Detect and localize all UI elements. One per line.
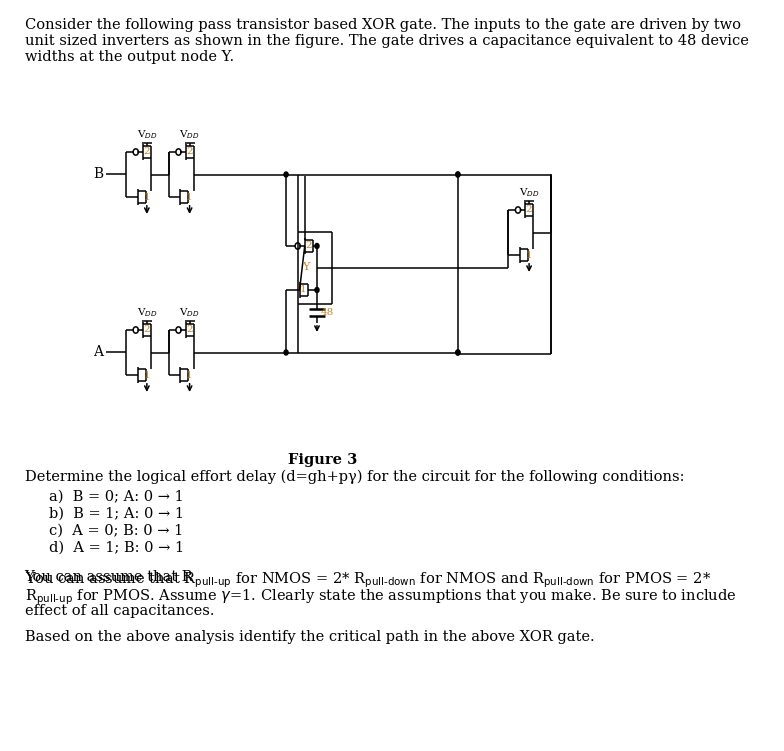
Polygon shape bbox=[284, 172, 289, 177]
Polygon shape bbox=[456, 172, 460, 177]
Text: R$_{\rm pull\text{-}up}$ for PMOS. Assume $\gamma$=1. Clearly state the assumpti: R$_{\rm pull\text{-}up}$ for PMOS. Assum… bbox=[24, 587, 736, 607]
Polygon shape bbox=[315, 288, 319, 292]
Text: B: B bbox=[93, 167, 103, 181]
Text: Based on the above analysis identify the critical path in the above XOR gate.: Based on the above analysis identify the… bbox=[24, 630, 594, 644]
Text: 1: 1 bbox=[300, 285, 307, 294]
Text: Determine the logical effort delay (d=gh+pγ) for the circuit for the following c: Determine the logical effort delay (d=gh… bbox=[24, 470, 684, 484]
Text: Figure 3: Figure 3 bbox=[288, 453, 357, 467]
Text: 2: 2 bbox=[306, 242, 312, 251]
Text: 2: 2 bbox=[143, 325, 150, 334]
Text: unit sized inverters as shown in the figure. The gate drives a capacitance equiv: unit sized inverters as shown in the fig… bbox=[24, 34, 749, 48]
Polygon shape bbox=[456, 350, 460, 355]
Text: 2: 2 bbox=[526, 206, 532, 215]
Text: 2: 2 bbox=[187, 147, 193, 156]
Text: A: A bbox=[93, 345, 103, 359]
Text: You can assume that R: You can assume that R bbox=[24, 570, 194, 584]
Text: 48: 48 bbox=[321, 309, 333, 318]
Text: 1: 1 bbox=[187, 370, 193, 379]
Text: V$_{DD}$: V$_{DD}$ bbox=[519, 186, 539, 199]
Text: V$_{DD}$: V$_{DD}$ bbox=[180, 128, 200, 141]
Text: d)  A = 1; B: 0 → 1: d) A = 1; B: 0 → 1 bbox=[49, 541, 184, 555]
Text: 1: 1 bbox=[526, 251, 532, 260]
Text: V$_{DD}$: V$_{DD}$ bbox=[136, 128, 157, 141]
Text: You can assume that R$_{\rm pull\text{-}up}$ for NMOS = 2* R$_{\rm pull\text{-}d: You can assume that R$_{\rm pull\text{-}… bbox=[24, 570, 711, 590]
Text: Consider the following pass transistor based XOR gate. The inputs to the gate ar: Consider the following pass transistor b… bbox=[24, 18, 741, 32]
Polygon shape bbox=[284, 350, 289, 355]
Polygon shape bbox=[315, 243, 319, 249]
Polygon shape bbox=[456, 350, 460, 355]
Text: 1: 1 bbox=[187, 192, 193, 201]
Text: 1: 1 bbox=[143, 192, 150, 201]
Text: effect of all capacitances.: effect of all capacitances. bbox=[24, 604, 214, 618]
Text: widths at the output node Y.: widths at the output node Y. bbox=[24, 50, 234, 64]
Polygon shape bbox=[456, 172, 460, 177]
Text: V$_{DD}$: V$_{DD}$ bbox=[136, 306, 157, 319]
Text: c)  A = 0; B: 0 → 1: c) A = 0; B: 0 → 1 bbox=[49, 524, 183, 538]
Text: Y: Y bbox=[302, 262, 309, 272]
Text: a)  B = 0; A: 0 → 1: a) B = 0; A: 0 → 1 bbox=[49, 490, 184, 504]
Text: V$_{DD}$: V$_{DD}$ bbox=[180, 306, 200, 319]
Text: 1: 1 bbox=[143, 370, 150, 379]
Text: 2: 2 bbox=[187, 325, 193, 334]
Text: 2: 2 bbox=[143, 147, 150, 156]
Text: b)  B = 1; A: 0 → 1: b) B = 1; A: 0 → 1 bbox=[49, 507, 184, 521]
